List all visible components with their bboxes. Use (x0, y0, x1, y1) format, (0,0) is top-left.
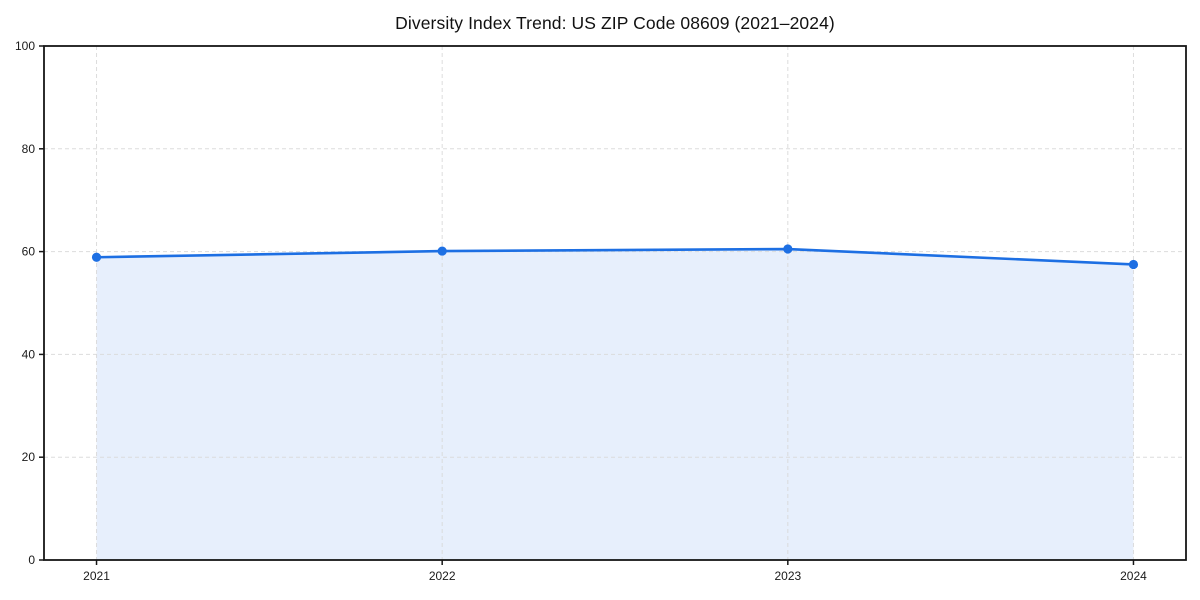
y-tick-label: 20 (22, 450, 36, 464)
x-tick-label: 2021 (83, 569, 110, 583)
y-tick-label: 100 (15, 39, 35, 53)
y-tick-label: 60 (22, 245, 36, 259)
data-point-2022 (437, 246, 447, 256)
y-tick-label: 40 (22, 347, 36, 361)
x-tick-label: 2022 (429, 569, 456, 583)
x-tick-label: 2024 (1120, 569, 1147, 583)
area-fill (96, 249, 1134, 560)
data-point-2021 (91, 252, 102, 262)
data-point-2024 (1128, 259, 1139, 270)
chart-title: Diversity Index Trend: US ZIP Code 08609… (395, 13, 835, 33)
trend-line (96, 247, 1134, 266)
data-point-2023 (783, 244, 793, 254)
y-tick-label: 80 (22, 142, 36, 156)
y-tick-label: 0 (28, 553, 35, 567)
x-tick-label: 2023 (774, 569, 801, 583)
plot-frame (43, 45, 1187, 561)
